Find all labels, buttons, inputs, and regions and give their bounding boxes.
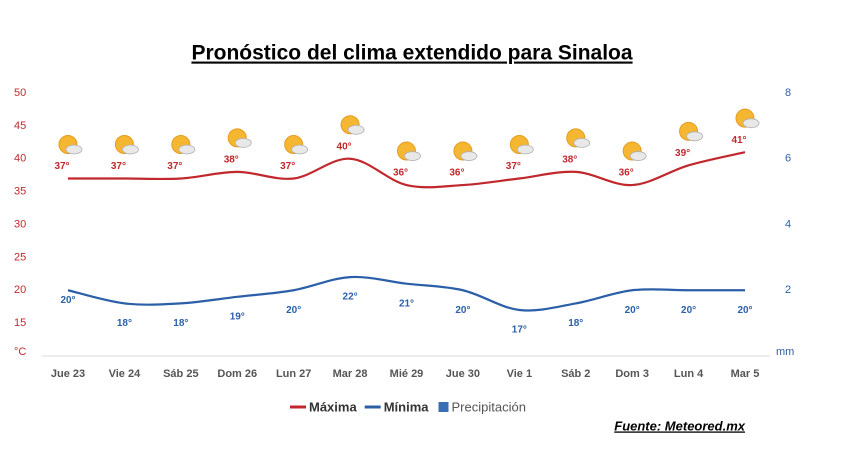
y-tick-label: 25 bbox=[14, 251, 26, 263]
data-label: 20° bbox=[455, 305, 470, 316]
data-label: 19° bbox=[230, 311, 245, 322]
weather-icon bbox=[453, 141, 478, 162]
y-tick-label: 15 bbox=[14, 317, 26, 329]
x-tick-label: Mar 5 bbox=[731, 368, 760, 380]
data-label: 36° bbox=[449, 168, 464, 179]
data-label: 37° bbox=[506, 161, 521, 172]
y2-tick-label: 4 bbox=[785, 218, 791, 230]
x-tick-label: Jue 30 bbox=[446, 368, 480, 380]
legend-label: Precipitación bbox=[452, 399, 526, 414]
data-label: 20° bbox=[737, 305, 752, 316]
data-label: 37° bbox=[111, 161, 126, 172]
legend-swatch bbox=[438, 402, 449, 412]
data-label: 18° bbox=[173, 318, 188, 329]
legend-label: Máxima bbox=[309, 399, 357, 414]
x-tick-label: Sáb 25 bbox=[163, 368, 198, 380]
data-label: 39° bbox=[675, 148, 690, 159]
y-tick-label: °C bbox=[14, 346, 26, 358]
weather-icon bbox=[58, 134, 83, 155]
y-tick-label: 50 bbox=[14, 87, 26, 99]
weather-icon bbox=[566, 128, 591, 148]
weather-icon bbox=[340, 115, 365, 135]
data-label: 18° bbox=[568, 318, 583, 329]
x-tick-label: Mié 29 bbox=[390, 368, 424, 380]
series-line bbox=[67, 275, 745, 312]
weather-icon bbox=[284, 134, 309, 155]
y2-tick-label: 2 bbox=[785, 284, 791, 296]
x-tick-label: Mar 28 bbox=[333, 368, 368, 380]
x-tick-label: Vie 24 bbox=[109, 368, 141, 380]
data-label: 38° bbox=[224, 155, 239, 166]
chart-title: Pronóstico del clima extendido para Sina… bbox=[191, 42, 632, 65]
data-label: 20° bbox=[286, 305, 301, 316]
source: Fuente: Meteored.mx bbox=[614, 418, 746, 433]
y-tick-label: 35 bbox=[14, 186, 26, 198]
y-tick-label: 45 bbox=[14, 120, 26, 132]
x-tick-label: Lun 4 bbox=[674, 368, 704, 380]
y2-tick-label: 6 bbox=[785, 153, 791, 165]
data-label: 37° bbox=[280, 161, 295, 172]
data-label: 38° bbox=[562, 155, 577, 166]
weather-icon bbox=[509, 134, 534, 155]
weather-icon bbox=[227, 128, 252, 148]
y-tick-label: 30 bbox=[14, 218, 26, 230]
legend-label: Mínima bbox=[384, 399, 430, 414]
x-tick-label: Vie 1 bbox=[507, 368, 533, 380]
weather-icon bbox=[735, 108, 760, 129]
y-tick-label: 40 bbox=[14, 153, 26, 165]
y2-tick-label: 8 bbox=[785, 87, 791, 99]
x-tick-label: Lun 27 bbox=[276, 368, 311, 380]
data-label: 20° bbox=[60, 295, 75, 306]
y-tick-label: 20 bbox=[14, 284, 26, 296]
x-tick-label: Sáb 2 bbox=[561, 368, 590, 380]
series-line bbox=[68, 151, 746, 189]
data-label: 36° bbox=[393, 168, 408, 179]
data-label: 21° bbox=[399, 298, 414, 309]
x-tick-label: Dom 26 bbox=[217, 368, 257, 380]
data-label: 36° bbox=[619, 168, 634, 179]
weather-icon bbox=[171, 134, 196, 155]
x-tick-label: Jue 23 bbox=[51, 368, 85, 380]
data-label: 20° bbox=[625, 305, 640, 316]
data-label: 40° bbox=[337, 141, 352, 152]
data-label: 18° bbox=[117, 318, 132, 329]
x-tick-label: Dom 3 bbox=[615, 368, 649, 380]
y2-tick-label: mm bbox=[776, 346, 794, 358]
weather-icon bbox=[114, 134, 139, 155]
data-label: 20° bbox=[681, 305, 696, 316]
data-label: 41° bbox=[731, 135, 746, 146]
weather-icon bbox=[679, 121, 704, 142]
weather-icon bbox=[397, 141, 421, 162]
weather-icon bbox=[622, 141, 647, 162]
data-label: 22° bbox=[343, 292, 358, 303]
data-label: 17° bbox=[512, 325, 527, 336]
data-label: 37° bbox=[54, 161, 69, 172]
data-label: 37° bbox=[167, 161, 182, 172]
